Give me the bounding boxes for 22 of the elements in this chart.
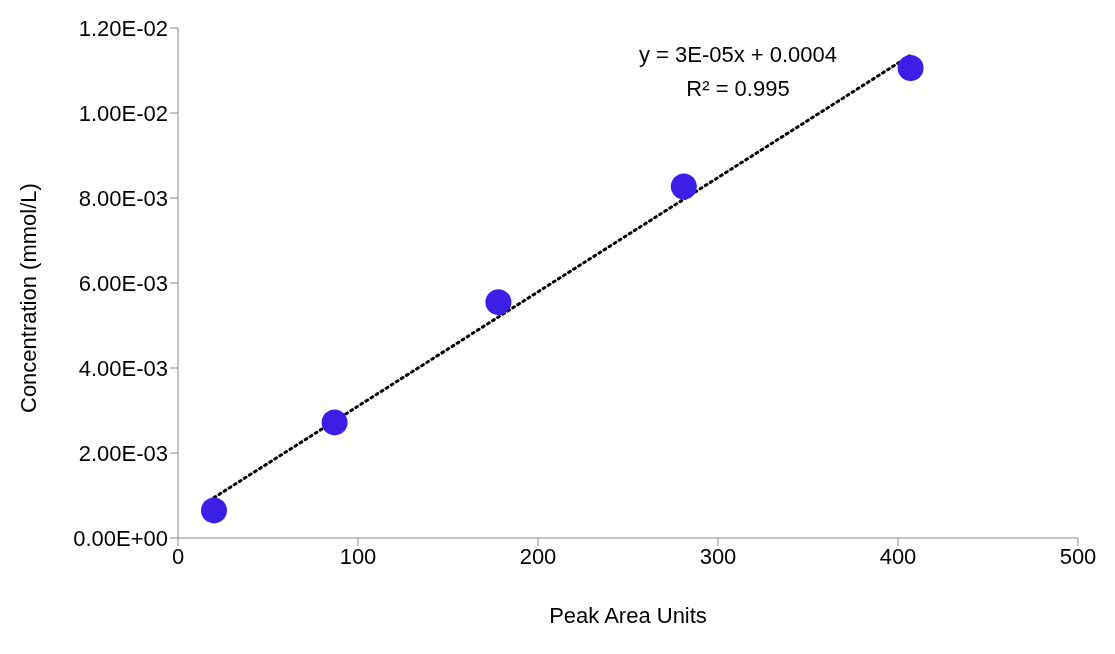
y-tick-label: 4.00E-03 xyxy=(78,355,168,381)
x-tick-label: 400 xyxy=(879,543,917,569)
point xyxy=(321,409,348,436)
x-tick-label: 300 xyxy=(699,543,737,569)
y-axis-title: Concentration (mmol/L) xyxy=(15,183,41,413)
point xyxy=(897,54,924,81)
annotation: R² = 0.995 xyxy=(685,75,791,103)
y-tick-label: 1.20E-02 xyxy=(78,15,168,41)
point xyxy=(670,173,697,200)
y-tick-label: 2.00E-03 xyxy=(78,440,168,466)
point xyxy=(201,497,227,524)
x-axis-title: Peak Area Units xyxy=(549,603,707,628)
y-tick-label: 8.00E-03 xyxy=(78,185,168,211)
x-tick-label: 100 xyxy=(339,543,377,569)
y-tick-label: 6.00E-03 xyxy=(78,270,168,296)
x-tick-label: 500 xyxy=(1059,543,1097,569)
annotation: y = 3E-05x + 0.0004 xyxy=(637,41,839,69)
x-tick-label: 200 xyxy=(519,543,557,569)
point xyxy=(485,289,512,316)
y-tick-label: 0.00E+00 xyxy=(73,525,168,551)
x-tick-label: 0 xyxy=(171,543,185,569)
y-tick-label: 1.00E-02 xyxy=(78,100,168,126)
